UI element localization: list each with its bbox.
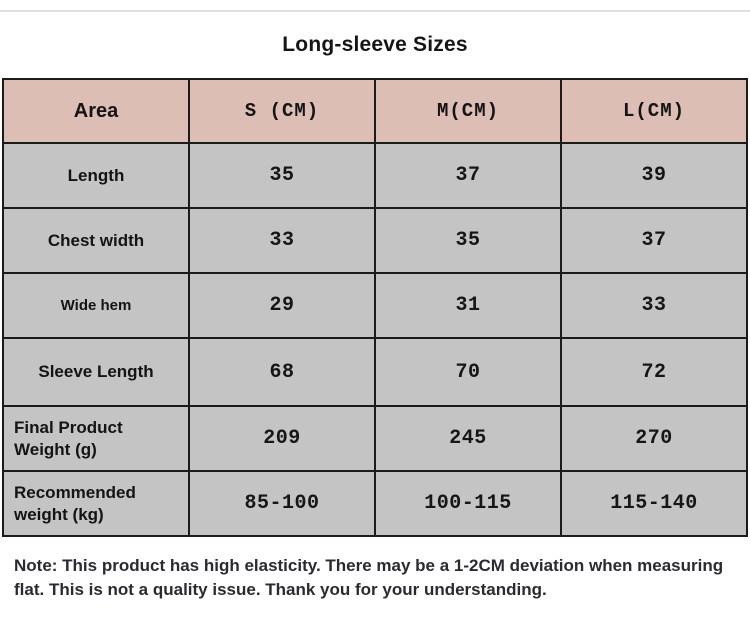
- cell-hem-s: 29: [188, 272, 376, 339]
- cell-hem-m: 31: [374, 272, 562, 339]
- title-bar: Long-sleeve Sizes: [0, 12, 750, 78]
- row-label-final-weight: Final Product Weight (g): [2, 405, 190, 472]
- cell-weight-s: 209: [188, 405, 376, 472]
- cell-recommended-s: 85-100: [188, 470, 376, 537]
- row-label-wide-hem: Wide hem: [2, 272, 190, 339]
- cell-sleeve-s: 68: [188, 337, 376, 407]
- note-area: Note: This product has high elasticity. …: [0, 537, 750, 602]
- cell-chest-s: 33: [188, 207, 376, 274]
- table-row-recommended-weight: Recommended weight (kg) 85-100 100-115 1…: [2, 470, 748, 537]
- cell-weight-m: 245: [374, 405, 562, 472]
- cell-weight-l: 270: [560, 405, 748, 472]
- row-label-length: Length: [2, 142, 190, 209]
- row-label-chest-width: Chest width: [2, 207, 190, 274]
- row-label-recommended-weight: Recommended weight (kg): [2, 470, 190, 537]
- table-row-chest-width: Chest width 33 35 37: [2, 207, 748, 274]
- table-row-final-weight: Final Product Weight (g) 209 245 270: [2, 405, 748, 472]
- size-table: Area S (CM) M(CM) L(CM) Length 35 37 39 …: [2, 78, 748, 537]
- column-header-size-s: S (CM): [188, 78, 376, 144]
- cell-length-m: 37: [374, 142, 562, 209]
- header-row: Area S (CM) M(CM) L(CM): [2, 78, 748, 144]
- cell-sleeve-l: 72: [560, 337, 748, 407]
- page-title: Long-sleeve Sizes: [282, 33, 468, 56]
- cell-recommended-m: 100-115: [374, 470, 562, 537]
- table-row-wide-hem: Wide hem 29 31 33: [2, 272, 748, 339]
- cell-sleeve-m: 70: [374, 337, 562, 407]
- cell-chest-m: 35: [374, 207, 562, 274]
- top-divider: [0, 0, 750, 12]
- column-header-area: Area: [2, 78, 190, 144]
- size-table-header: Area S (CM) M(CM) L(CM): [2, 78, 748, 144]
- column-header-size-m: M(CM): [374, 78, 562, 144]
- column-header-size-l: L(CM): [560, 78, 748, 144]
- row-label-sleeve-length: Sleeve Length: [2, 337, 190, 407]
- cell-recommended-l: 115-140: [560, 470, 748, 537]
- cell-chest-l: 37: [560, 207, 748, 274]
- cell-hem-l: 33: [560, 272, 748, 339]
- cell-length-s: 35: [188, 142, 376, 209]
- cell-length-l: 39: [560, 142, 748, 209]
- table-row-sleeve-length: Sleeve Length 68 70 72: [2, 337, 748, 407]
- note-text: Note: This product has high elasticity. …: [14, 556, 724, 600]
- size-table-body: Length 35 37 39 Chest width 33 35 37 Wid…: [2, 142, 748, 537]
- table-row-length: Length 35 37 39: [2, 142, 748, 209]
